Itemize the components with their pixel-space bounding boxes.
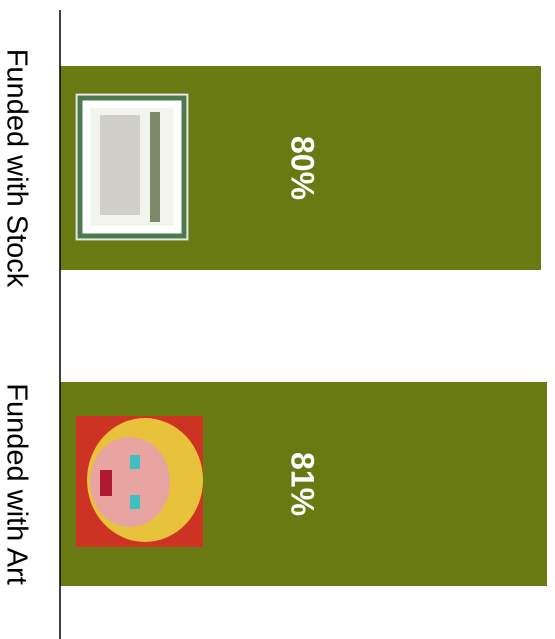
stock-certificate-image — [76, 94, 188, 240]
value-label: 80% — [285, 136, 321, 200]
category-label: Funded with Art — [0, 383, 32, 585]
art-portrait-image — [76, 416, 203, 547]
page: {"chart_data": {"type": "bar", "orientat… — [0, 0, 555, 639]
category-label: Funded with Stock — [0, 49, 32, 288]
chart: Funded with Stock 80% Funded with Art 81% — [0, 0, 555, 639]
value-label: 81% — [285, 452, 321, 516]
